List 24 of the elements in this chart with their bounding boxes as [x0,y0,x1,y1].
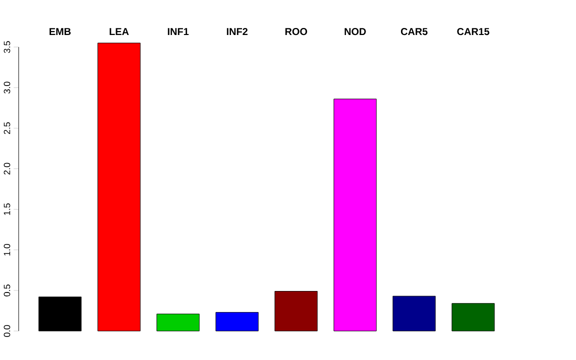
y-tick-label: 1.0 [4,244,10,256]
y-tick-label: 0.5 [4,284,10,296]
y-tick-label: 3.0 [4,82,10,94]
bar [38,296,82,332]
x-tick-label: INF1 [168,28,189,35]
x-tick-label: INF2 [226,28,248,35]
bar [334,98,377,332]
y-tick-label: 0.0 [4,325,10,337]
bar [452,303,495,332]
x-tick-label: ROO [285,28,308,36]
x-tick-label: EMB [50,28,71,35]
x-tick-label: NOD [344,28,366,36]
bar [156,314,200,332]
x-tick-label: LEA [110,28,129,35]
bar [98,42,141,332]
y-tick-label: 2.5 [4,122,10,134]
bar [274,290,318,332]
y-tick-label: 3.5 [4,41,10,53]
bar [216,312,259,332]
y-tick-label: 1.5 [4,203,10,215]
bar [392,296,436,332]
y-tick-label: 2.0 [4,162,10,175]
x-tick-label: CAR15 [457,28,490,36]
x-tick-label: CAR5 [400,28,428,36]
